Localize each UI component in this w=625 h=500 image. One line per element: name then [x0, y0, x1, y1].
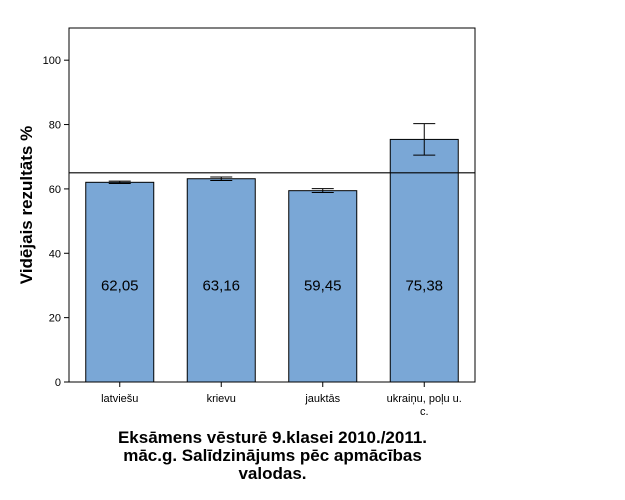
- chart-title: Eksāmens vēsturē 9.klasei 2010./2011. mā…: [117, 428, 428, 483]
- y-axis: 0 20 40 60 80 100: [43, 55, 69, 389]
- data-label: 62,05: [101, 277, 139, 294]
- bar: [389, 138, 459, 383]
- data-label: 63,16: [202, 277, 240, 294]
- x-tick-label: krievu: [207, 393, 236, 405]
- data-label: 75,38: [405, 277, 443, 294]
- y-tick-label: 20: [49, 313, 61, 325]
- x-tick-label: latviešu: [101, 393, 138, 405]
- y-axis-title: Vidējais rezultāts %: [17, 126, 36, 284]
- y-tick-label: 60: [49, 184, 61, 196]
- y-tick-label: 0: [55, 377, 61, 389]
- chart: 0 20 40 60 80 100 latviešu krievu jauktās ukraiņ…: [17, 27, 476, 418]
- plot-frame: [68, 27, 476, 383]
- data-label: 59,45: [304, 277, 342, 294]
- x-axis: latviešu krievu jauktās ukraiņu, poļu u. c.: [101, 382, 462, 418]
- y-tick-label: 40: [49, 248, 61, 260]
- bar: [288, 190, 358, 383]
- bar: [186, 178, 256, 383]
- x-tick-label: jauktās: [304, 393, 340, 405]
- overlay: 62,05 63,16 59,45 75,38: [69, 123, 475, 294]
- y-tick-label: 100: [43, 55, 61, 67]
- bars: [85, 138, 459, 383]
- x-tick-label: ukraiņu, poļu u. c.: [387, 393, 462, 418]
- y-tick-label: 80: [49, 120, 61, 132]
